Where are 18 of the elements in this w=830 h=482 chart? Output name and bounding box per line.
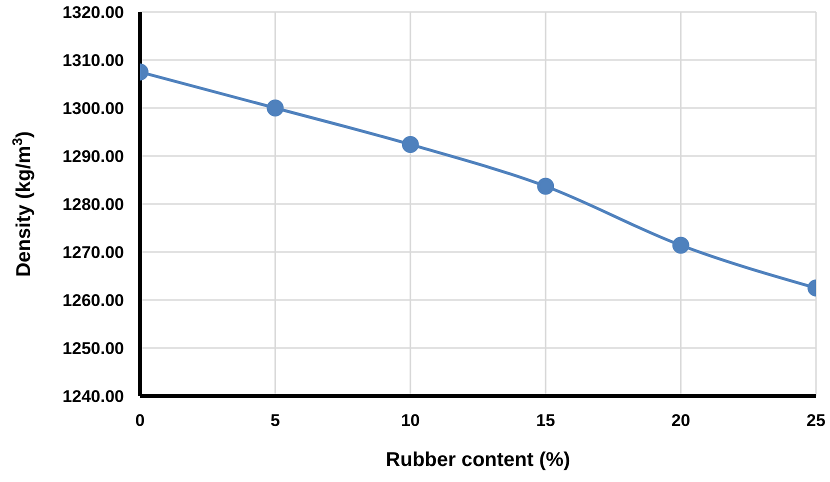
x-axis-title: Rubber content (%) <box>386 449 570 471</box>
y-tick-label: 1290.00 <box>62 147 124 166</box>
y-tick-label: 1270.00 <box>62 243 124 262</box>
y-tick-label: 1240.00 <box>62 387 124 406</box>
y-tick-label: 1310.00 <box>62 51 124 70</box>
y-tick-label: 1260.00 <box>62 291 124 310</box>
y-tick-label: 1320.00 <box>62 3 124 22</box>
x-tick-label: 15 <box>536 411 556 430</box>
y-tick-label: 1300.00 <box>62 99 124 118</box>
x-tick-label: 25 <box>806 411 826 430</box>
y-tick-label: 1250.00 <box>62 339 124 358</box>
x-tick-label: 0 <box>135 411 145 430</box>
x-tick-label: 20 <box>671 411 690 430</box>
point <box>537 178 554 195</box>
x-tick-label: 10 <box>400 411 420 430</box>
x-tick-label: 5 <box>270 411 280 430</box>
point <box>402 136 419 153</box>
y-tick-label: 1280.00 <box>62 195 124 214</box>
